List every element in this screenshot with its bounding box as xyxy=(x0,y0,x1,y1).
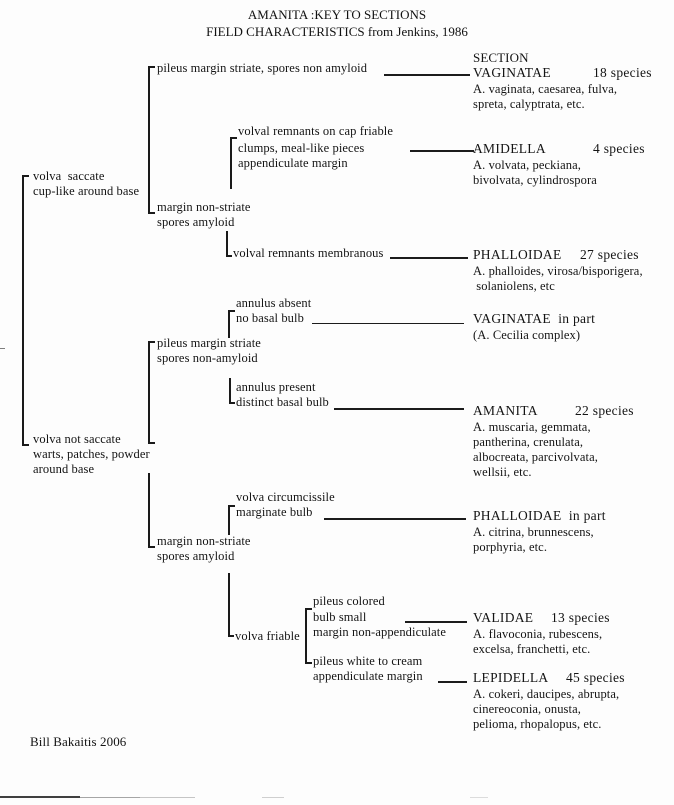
trait-phalloidae-part-line2: marginate bulb xyxy=(236,505,313,519)
section-5-species-1: porphyria, etc. xyxy=(473,540,548,554)
leader-vaginatae xyxy=(384,74,470,76)
leader-amidella xyxy=(410,150,474,152)
section-6-species-0: A. flavoconia, rubescens, xyxy=(473,627,603,641)
section-4-species-2: albocreata, parcivolvata, xyxy=(473,450,598,464)
section-0-name: VAGINATAE xyxy=(473,65,551,80)
section-4-species-3: wellsii, etc. xyxy=(473,465,532,479)
trait-amanita-line2: distinct basal bulb xyxy=(236,395,329,409)
section-2-count: 27 species xyxy=(580,247,639,262)
scan-speck-left-margin xyxy=(0,348,5,350)
section-0-species-1: spreta, calyptrata, etc. xyxy=(473,97,585,111)
trait-amanita-line1: annulus present xyxy=(236,380,316,394)
scan-artifact-left xyxy=(0,796,80,798)
section-0-count: 18 species xyxy=(593,65,652,80)
section-3-species-0: (A. Cecilia complex) xyxy=(473,328,581,342)
trait-amidella-line2: clumps, meal-like pieces xyxy=(238,141,365,155)
trait-validae-line2: bulb small xyxy=(313,610,367,624)
section-7-species-0: A. cokeri, daucipes, abrupta, xyxy=(473,687,620,701)
section-3-name: VAGINATAE in part xyxy=(473,311,596,326)
trait-amidella-line1: volval remnants on cap friable xyxy=(238,124,394,138)
section-5-species-0: A. citrina, brunnescens, xyxy=(473,525,594,539)
scan-artifact-right xyxy=(262,797,284,798)
trait-validae-line3: margin non-appendiculate xyxy=(313,625,447,639)
trait-b2-sub-line1: volva friable xyxy=(235,629,300,643)
section-4-species-0: A. muscaria, gemmata, xyxy=(473,420,591,434)
scan-artifact-mid xyxy=(80,797,140,799)
trait-a1-line1: pileus margin striate, spores non amyloi… xyxy=(157,61,368,75)
trait-lepidella-line2: appendiculate margin xyxy=(313,669,423,683)
leader-vaginatae-part xyxy=(312,323,464,325)
primary-branch-b-line1: volva not saccate xyxy=(33,432,121,446)
page-title-line1: AMANITA :KEY TO SECTIONS xyxy=(247,7,427,22)
section-7-species-2: pelioma, rhopalopus, etc. xyxy=(473,717,602,731)
primary-branch-b-line2: warts, patches, powder xyxy=(33,447,150,461)
trait-a2-line1: margin non-striate xyxy=(157,200,251,214)
primary-branch-a-line2: cup-like around base xyxy=(33,184,140,198)
section-6-name: VALIDAE xyxy=(473,610,534,625)
trait-b1-line2: spores non-amyloid xyxy=(157,351,258,365)
trait-b2-line1: margin non-striate xyxy=(157,534,251,548)
section-1-species-0: A. volvata, peckiana, xyxy=(473,158,581,172)
trait-phalloidae-part-line1: volva circumcissile xyxy=(236,490,335,504)
trait-vaginatae-part-line2: no basal bulb xyxy=(236,311,304,325)
section-1-name: AMIDELLA xyxy=(473,141,546,156)
section-0-species-0: A. vaginata, caesarea, fulva, xyxy=(473,82,618,96)
section-2-species-1: solaniolens, etc xyxy=(473,279,555,293)
trait-validae-line1: pileus colored xyxy=(313,594,385,608)
scan-artifact-far-right xyxy=(470,797,488,798)
trait-a2-line2: spores amyloid xyxy=(157,215,235,229)
trait-vaginatae-part-line1: annulus absent xyxy=(236,296,312,310)
section-column-header: SECTION xyxy=(473,50,529,65)
leader-validae xyxy=(405,621,467,623)
trait-b1-line1: pileus margin striate xyxy=(157,336,261,350)
section-2-name: PHALLOIDAE xyxy=(473,247,562,262)
section-7-species-1: cinereoconia, onusta, xyxy=(473,702,581,716)
section-4-count: 22 species xyxy=(575,403,634,418)
section-1-species-1: bivolvata, cylindrospora xyxy=(473,173,597,187)
section-2-species-0: A. phalloides, virosa/bisporigera, xyxy=(473,264,643,278)
trait-lepidella-line1: pileus white to cream xyxy=(313,654,423,668)
page-title-line2: FIELD CHARACTERISTICS from Jenkins, 1986 xyxy=(206,24,468,39)
author-credit: Bill Bakaitis 2006 xyxy=(30,734,127,749)
section-6-count: 13 species xyxy=(551,610,610,625)
section-7-name: LEPIDELLA xyxy=(473,670,549,685)
trait-b2-line2: spores amyloid xyxy=(157,549,235,563)
leader-phalloidae-part xyxy=(324,518,466,520)
section-6-species-1: excelsa, franchetti, etc. xyxy=(473,642,591,656)
leader-amanita xyxy=(334,408,464,410)
section-4-name: AMANITA xyxy=(473,403,538,418)
leader-lepidella xyxy=(438,681,467,683)
scan-artifact-mid2 xyxy=(140,797,195,799)
leader-phalloidae xyxy=(390,257,468,259)
trait-phalloidae-line1: volval remnants membranous xyxy=(233,246,384,260)
section-5-name: PHALLOIDAE in part xyxy=(473,508,606,523)
section-7-count: 45 species xyxy=(566,670,625,685)
primary-branch-b-line3: around base xyxy=(33,462,95,476)
section-1-count: 4 species xyxy=(593,141,645,156)
section-4-species-1: pantherina, crenulata, xyxy=(473,435,584,449)
trait-amidella-line3: appendiculate margin xyxy=(238,156,348,170)
primary-branch-a-line1: volva saccate xyxy=(33,169,105,183)
